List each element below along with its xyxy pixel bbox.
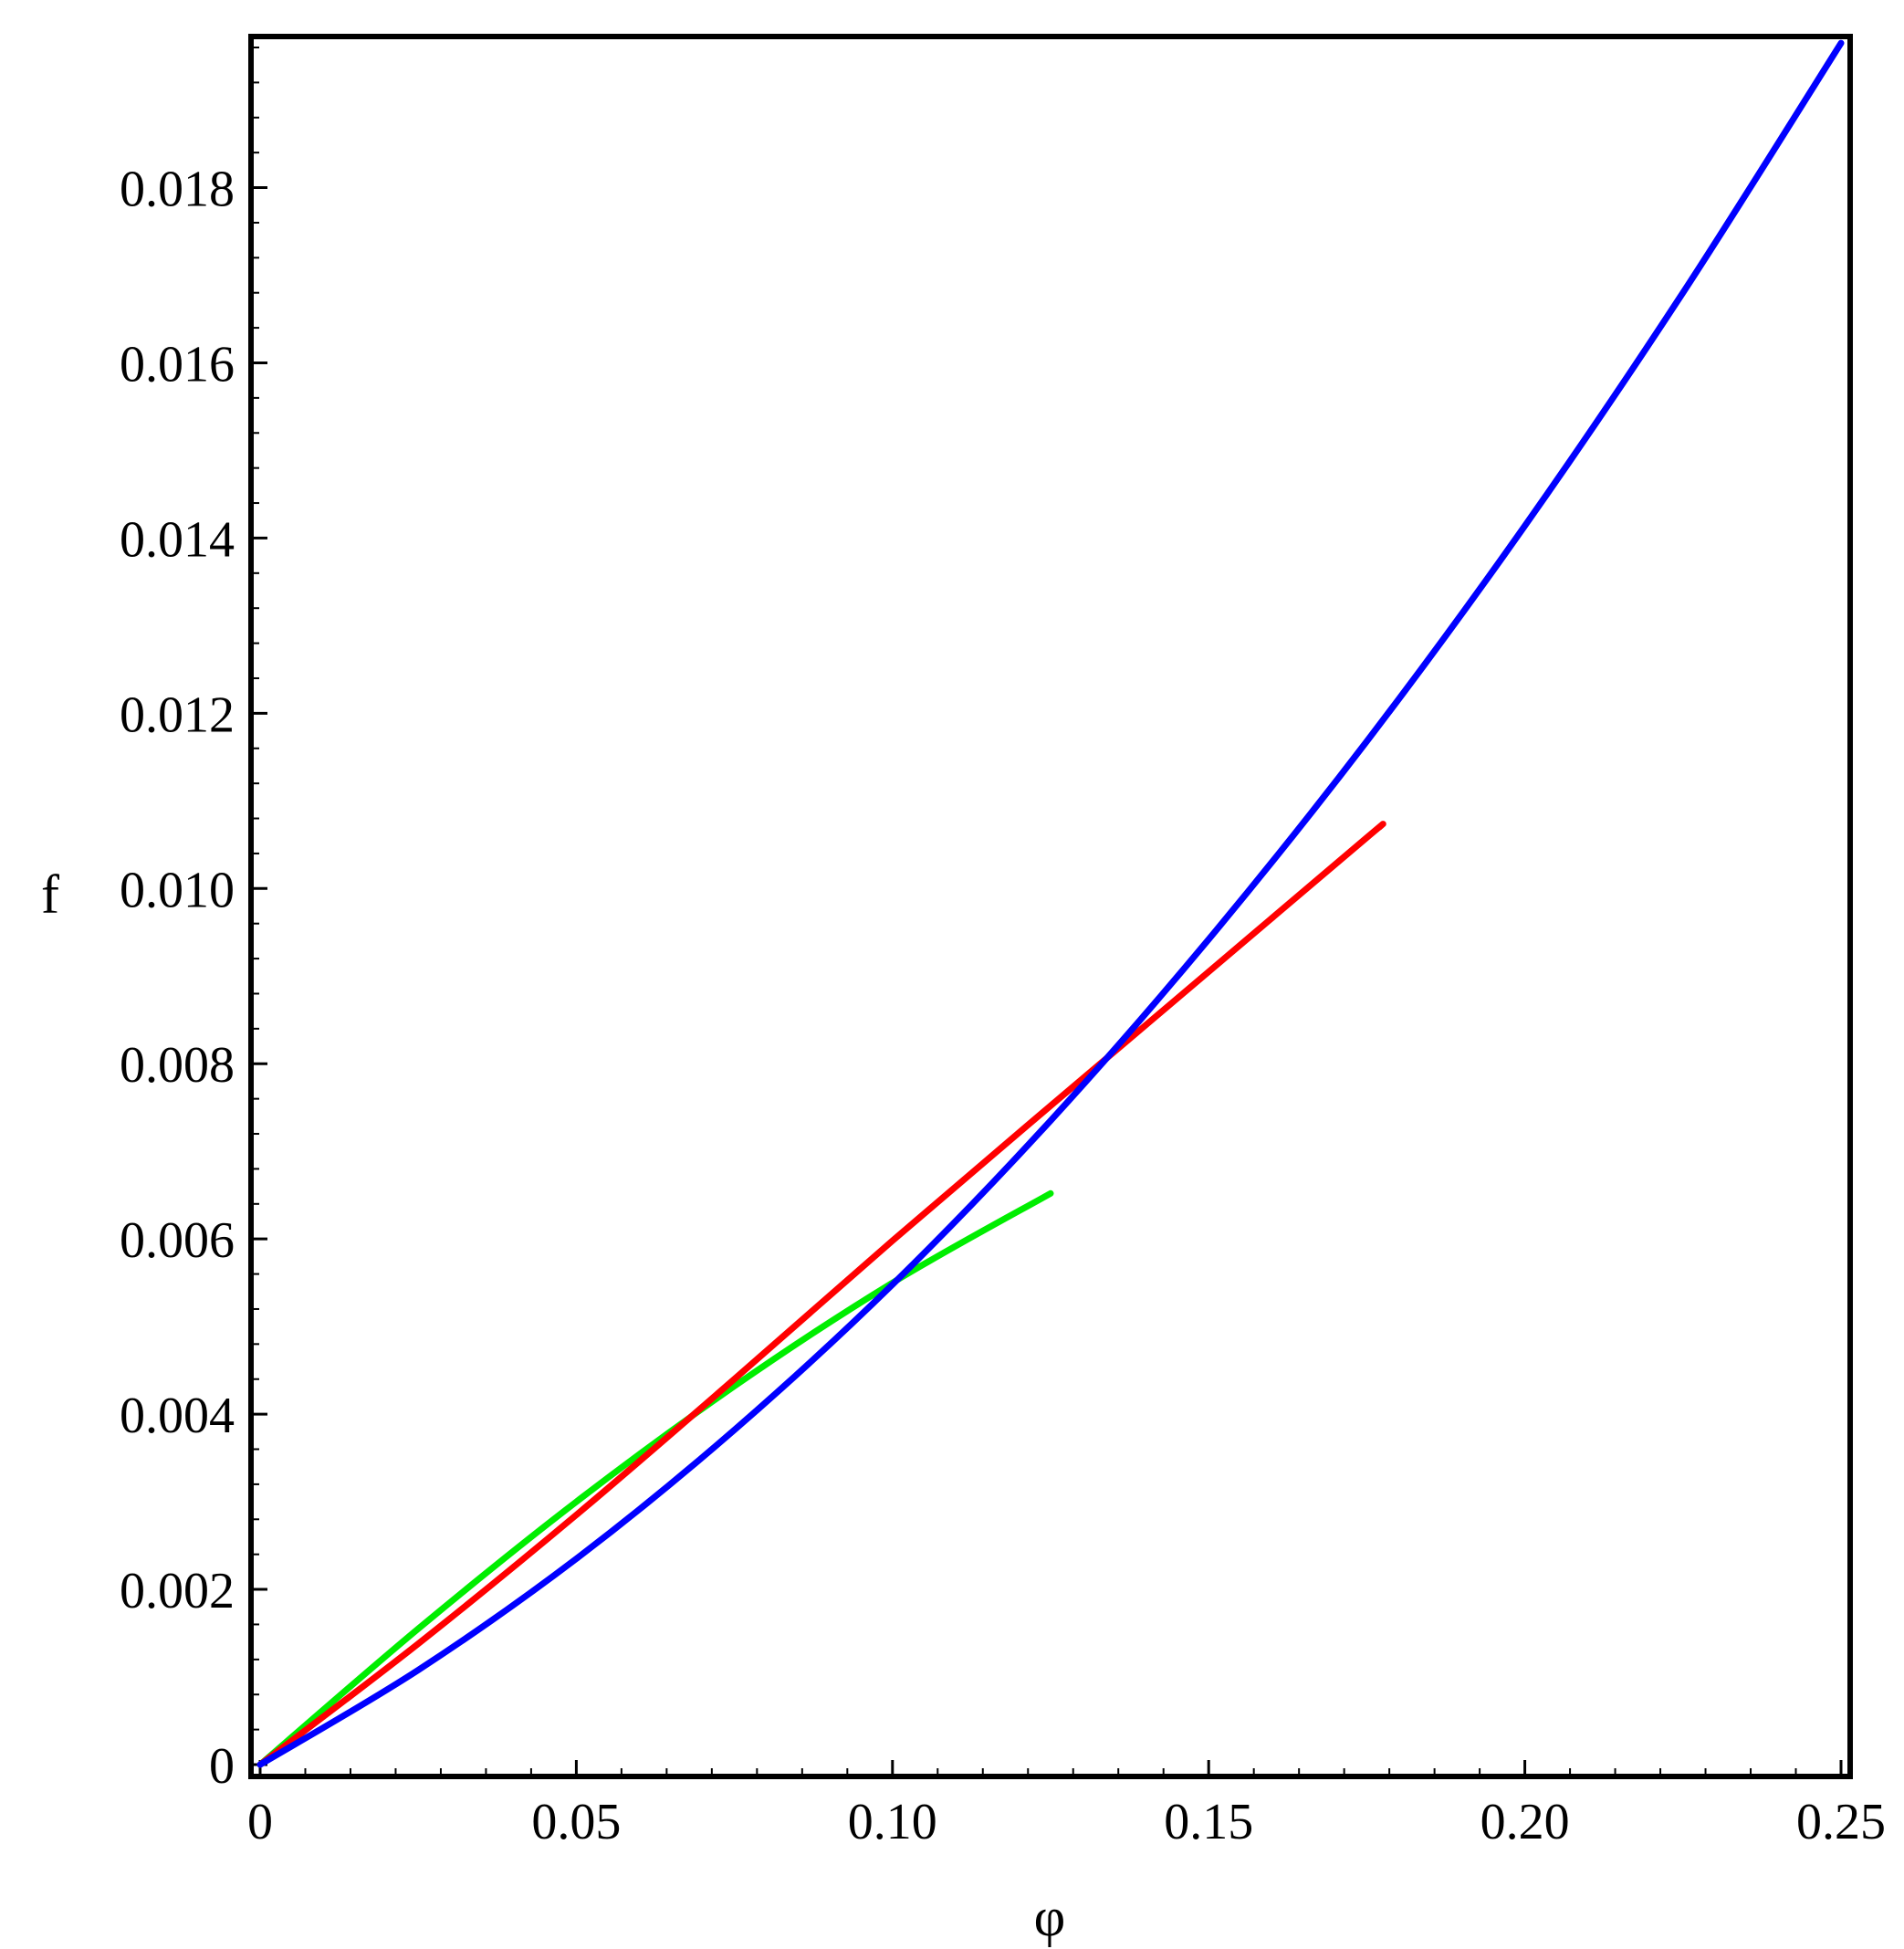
y-tick-label: 0.010 [120,862,235,918]
x-tick-label: 0.05 [531,1794,621,1850]
y-tick-label: 0.006 [120,1212,235,1269]
y-tick-label: 0.004 [120,1388,235,1444]
x-tick-label: 0.20 [1480,1794,1570,1850]
x-tick-label: 0.15 [1164,1794,1253,1850]
series-line-green [256,1189,1054,1768]
series-line-blue [256,39,1845,1768]
y-axis-label: f [41,864,59,925]
ticks [251,47,1843,1776]
y-tick-label: 0.014 [120,511,235,568]
y-tick-label: 0.008 [120,1037,235,1094]
y-tick-label: 0.012 [120,686,235,743]
x-tick-label: 0.10 [848,1794,937,1850]
x-tick-label: 0.25 [1796,1794,1886,1850]
y-tick-label: 0.018 [120,162,235,218]
plot-frame [248,34,1853,1779]
y-tick-label: 0.002 [120,1563,235,1619]
series-line-red [256,821,1386,1768]
y-tick-label: 0 [209,1738,235,1795]
x-axis-label: φ [1034,1887,1066,1947]
y-tick-label: 0.016 [120,336,235,393]
x-tick-label: 0 [247,1794,273,1850]
tick-labels: 0 0.05 0.10 0.15 0.20 0.25 0 0.002 0.004 0.006 0.0… [120,162,1886,1850]
series-layer [256,39,1845,1768]
